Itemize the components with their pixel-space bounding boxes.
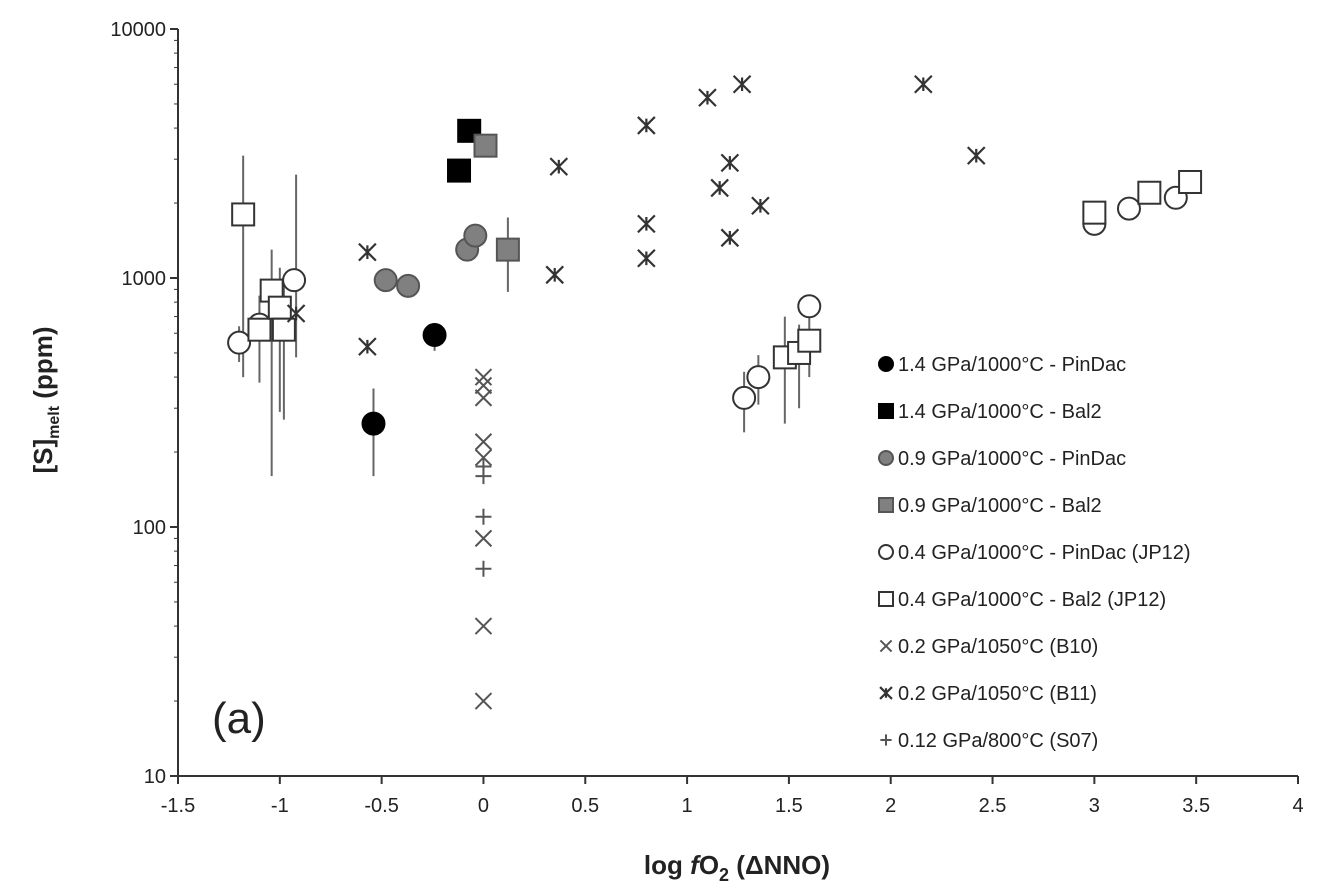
legend: 1.4 GPa/1000°C - PinDac 1.4 GPa/1000°C - … (879, 354, 1191, 752)
y-axis-title: [S]melt (ppm) (28, 327, 63, 474)
data-point (752, 197, 769, 214)
x-tick-label: 1 (682, 795, 693, 817)
legend-label: 0.4 GPa/1000°C - Bal2 (JP12) (898, 589, 1166, 611)
legend-marker (880, 734, 891, 745)
data-point (397, 275, 419, 297)
legend-label: 0.9 GPa/1000°C - Bal2 (898, 495, 1102, 517)
data-point (475, 468, 491, 484)
x-tick-label: 1.5 (775, 795, 803, 817)
data-point (475, 693, 491, 709)
data-point (475, 509, 491, 525)
data-point (638, 250, 655, 267)
x-tick-label: 2 (885, 795, 896, 817)
x-tick-label: -1 (271, 795, 289, 817)
data-point (283, 269, 305, 291)
data-point (497, 239, 519, 261)
y-tick-label: 10 (144, 766, 166, 788)
x-tick-label: 2.5 (979, 795, 1007, 817)
data-point (232, 203, 254, 225)
legend-label: 1.4 GPa/1000°C - PinDac (898, 354, 1126, 376)
data-point (474, 135, 496, 157)
data-point (359, 338, 376, 355)
data-points (228, 76, 1201, 709)
data-point (1083, 202, 1105, 224)
series-circle (362, 324, 445, 435)
legend-marker (880, 640, 891, 651)
y-tick-label: 100 (133, 517, 166, 539)
x-tick-label: 0.5 (571, 795, 599, 817)
data-point (747, 366, 769, 388)
x-tick-label: 4 (1292, 795, 1303, 817)
data-point (968, 147, 985, 164)
data-point (798, 330, 820, 352)
data-point (711, 179, 728, 196)
data-point (475, 530, 491, 546)
data-point (464, 225, 486, 247)
data-point (638, 117, 655, 134)
x-tick-label: 3.5 (1182, 795, 1210, 817)
legend-label: 0.2 GPa/1050°C (B10) (898, 636, 1098, 658)
data-point (475, 369, 491, 385)
data-point (699, 89, 716, 106)
legend-label: 1.4 GPa/1000°C - Bal2 (898, 401, 1102, 423)
series-circle (375, 225, 487, 297)
data-point (733, 387, 755, 409)
data-point (475, 561, 491, 577)
data-point (375, 269, 397, 291)
data-point (1118, 198, 1140, 220)
data-point (269, 297, 291, 319)
legend-label: 0.9 GPa/1000°C - PinDac (898, 448, 1126, 470)
data-point (448, 160, 470, 182)
axes: -1.5 -1 -0.5 0 0.5 1 1.5 2 2.5 3 3.5 4 10 100 1000 1000… (110, 19, 1303, 817)
legend-label: 0.4 GPa/1000°C - PinDac (JP12) (898, 542, 1191, 564)
x-axis-title: log fO2 (ΔNNO) (644, 850, 830, 885)
legend-marker (879, 545, 893, 559)
data-point (550, 158, 567, 175)
data-point (1138, 182, 1160, 204)
legend-label: 0.2 GPa/1050°C (B11) (898, 683, 1097, 705)
series-plus (475, 458, 491, 576)
data-point (915, 76, 932, 93)
data-point (228, 332, 250, 354)
data-point (475, 390, 491, 406)
legend-marker (879, 592, 893, 606)
series-square (232, 171, 1201, 368)
data-point (638, 215, 655, 232)
y-tick-label: 1000 (122, 268, 167, 290)
x-tick-label: -1.5 (161, 795, 195, 817)
data-point (475, 618, 491, 634)
data-point (248, 319, 270, 341)
legend-label: 0.12 GPa/800°C (S07) (898, 730, 1098, 752)
x-tick-label: 0 (478, 795, 489, 817)
series-asterisk (288, 76, 985, 355)
panel-label: (a) (212, 694, 266, 743)
data-point (721, 154, 738, 171)
legend-marker (879, 451, 893, 465)
data-point (734, 76, 751, 93)
series-x (475, 369, 491, 709)
data-point (721, 229, 738, 246)
data-point (546, 266, 563, 283)
legend-marker (880, 687, 892, 699)
data-point (1179, 171, 1201, 193)
data-point (424, 324, 446, 346)
x-tick-label: -0.5 (364, 795, 398, 817)
data-point (359, 244, 376, 261)
y-tick-label: 10000 (110, 19, 166, 41)
legend-marker (879, 357, 893, 371)
data-point (798, 295, 820, 317)
legend-marker (879, 498, 893, 512)
x-tick-label: 3 (1089, 795, 1100, 817)
data-point (273, 319, 295, 341)
data-point (475, 434, 491, 450)
legend-marker (879, 404, 893, 418)
data-point (362, 413, 384, 435)
